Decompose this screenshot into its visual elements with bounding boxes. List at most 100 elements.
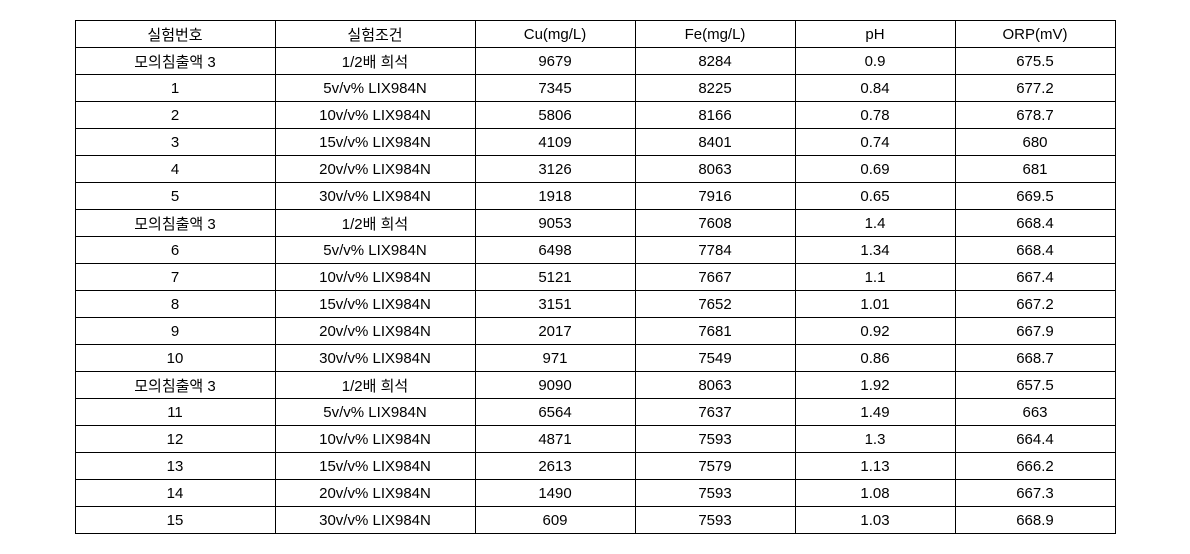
col-header-ph: pH — [795, 21, 955, 48]
table-cell: 666.2 — [955, 453, 1115, 480]
table-cell: 10v/v% LIX984N — [275, 102, 475, 129]
table-cell: 1.03 — [795, 507, 955, 534]
table-cell: 1.34 — [795, 237, 955, 264]
table-cell: 0.92 — [795, 318, 955, 345]
table-cell: 7593 — [635, 507, 795, 534]
table-cell: 3151 — [475, 291, 635, 318]
table-cell: 8284 — [635, 48, 795, 75]
table-row: 420v/v% LIX984N312680630.69681 — [75, 156, 1115, 183]
table-cell: 14 — [75, 480, 275, 507]
table-cell: 1.08 — [795, 480, 955, 507]
table-cell: 664.4 — [955, 426, 1115, 453]
table-cell: 2 — [75, 102, 275, 129]
table-cell: 668.4 — [955, 210, 1115, 237]
table-row: 1210v/v% LIX984N487175931.3664.4 — [75, 426, 1115, 453]
table-cell: 7784 — [635, 237, 795, 264]
table-cell: 7681 — [635, 318, 795, 345]
table-cell: 1918 — [475, 183, 635, 210]
table-cell: 20v/v% LIX984N — [275, 318, 475, 345]
table-row: 65v/v% LIX984N649877841.34668.4 — [75, 237, 1115, 264]
table-cell: 9679 — [475, 48, 635, 75]
table-cell: 8225 — [635, 75, 795, 102]
table-cell: 1.92 — [795, 372, 955, 399]
table-cell: 8 — [75, 291, 275, 318]
table-cell: 0.69 — [795, 156, 955, 183]
table-cell: 0.65 — [795, 183, 955, 210]
col-header-experiment-no: 실험번호 — [75, 21, 275, 48]
table-cell: 2613 — [475, 453, 635, 480]
table-cell: 15v/v% LIX984N — [275, 453, 475, 480]
table-cell: 7652 — [635, 291, 795, 318]
table-cell: 0.74 — [795, 129, 955, 156]
table-cell: 971 — [475, 345, 635, 372]
table-cell: 5 — [75, 183, 275, 210]
table-body: 모의침출액 31/2배 희석967982840.9675.515v/v% LIX… — [75, 48, 1115, 534]
table-cell: 7579 — [635, 453, 795, 480]
table-cell: 9 — [75, 318, 275, 345]
table-cell: 1 — [75, 75, 275, 102]
table-cell: 6564 — [475, 399, 635, 426]
table-cell: 10v/v% LIX984N — [275, 426, 475, 453]
table-cell: 4871 — [475, 426, 635, 453]
table-cell: 4 — [75, 156, 275, 183]
table-cell: 7593 — [635, 426, 795, 453]
table-cell: 1/2배 희석 — [275, 210, 475, 237]
table-cell: 30v/v% LIX984N — [275, 183, 475, 210]
table-container: 실험번호 실험조건 Cu(mg/L) Fe(mg/L) pH ORP(mV) 모… — [20, 20, 1170, 534]
table-cell: 11 — [75, 399, 275, 426]
table-cell: 0.9 — [795, 48, 955, 75]
table-cell: 669.5 — [955, 183, 1115, 210]
table-row: 1420v/v% LIX984N149075931.08667.3 — [75, 480, 1115, 507]
table-cell: 10v/v% LIX984N — [275, 264, 475, 291]
table-cell: 609 — [475, 507, 635, 534]
table-cell: 7 — [75, 264, 275, 291]
table-cell: 6498 — [475, 237, 635, 264]
table-cell: 3 — [75, 129, 275, 156]
table-cell: 30v/v% LIX984N — [275, 345, 475, 372]
table-cell: 7916 — [635, 183, 795, 210]
table-row: 1315v/v% LIX984N261375791.13666.2 — [75, 453, 1115, 480]
table-cell: 668.7 — [955, 345, 1115, 372]
table-cell: 7549 — [635, 345, 795, 372]
col-header-cu: Cu(mg/L) — [475, 21, 635, 48]
table-cell: 20v/v% LIX984N — [275, 480, 475, 507]
table-row: 710v/v% LIX984N512176671.1667.4 — [75, 264, 1115, 291]
table-cell: 20v/v% LIX984N — [275, 156, 475, 183]
table-cell: 657.5 — [955, 372, 1115, 399]
table-cell: 681 — [955, 156, 1115, 183]
table-cell: 0.84 — [795, 75, 955, 102]
table-cell: 7667 — [635, 264, 795, 291]
table-row: 모의침출액 31/2배 희석905376081.4668.4 — [75, 210, 1115, 237]
table-cell: 모의침출액 3 — [75, 210, 275, 237]
col-header-orp: ORP(mV) — [955, 21, 1115, 48]
table-cell: 30v/v% LIX984N — [275, 507, 475, 534]
table-cell: 663 — [955, 399, 1115, 426]
table-row: 530v/v% LIX984N191879160.65669.5 — [75, 183, 1115, 210]
col-header-fe: Fe(mg/L) — [635, 21, 795, 48]
table-cell: 3126 — [475, 156, 635, 183]
table-cell: 6 — [75, 237, 275, 264]
table-cell: 675.5 — [955, 48, 1115, 75]
table-cell: 667.3 — [955, 480, 1115, 507]
table-cell: 5v/v% LIX984N — [275, 237, 475, 264]
table-cell: 5v/v% LIX984N — [275, 75, 475, 102]
table-header-row: 실험번호 실험조건 Cu(mg/L) Fe(mg/L) pH ORP(mV) — [75, 21, 1115, 48]
table-row: 1030v/v% LIX984N97175490.86668.7 — [75, 345, 1115, 372]
table-cell: 1/2배 희석 — [275, 48, 475, 75]
table-cell: 680 — [955, 129, 1115, 156]
table-cell: 9053 — [475, 210, 635, 237]
table-row: 모의침출액 31/2배 희석967982840.9675.5 — [75, 48, 1115, 75]
table-cell: 5121 — [475, 264, 635, 291]
table-row: 815v/v% LIX984N315176521.01667.2 — [75, 291, 1115, 318]
table-cell: 2017 — [475, 318, 635, 345]
table-row: 15v/v% LIX984N734582250.84677.2 — [75, 75, 1115, 102]
table-cell: 668.9 — [955, 507, 1115, 534]
col-header-condition: 실험조건 — [275, 21, 475, 48]
table-cell: 모의침출액 3 — [75, 48, 275, 75]
table-row: 1530v/v% LIX984N60975931.03668.9 — [75, 507, 1115, 534]
table-row: 210v/v% LIX984N580681660.78678.7 — [75, 102, 1115, 129]
table-row: 920v/v% LIX984N201776810.92667.9 — [75, 318, 1115, 345]
table-cell: 1.13 — [795, 453, 955, 480]
table-cell: 13 — [75, 453, 275, 480]
table-cell: 모의침출액 3 — [75, 372, 275, 399]
